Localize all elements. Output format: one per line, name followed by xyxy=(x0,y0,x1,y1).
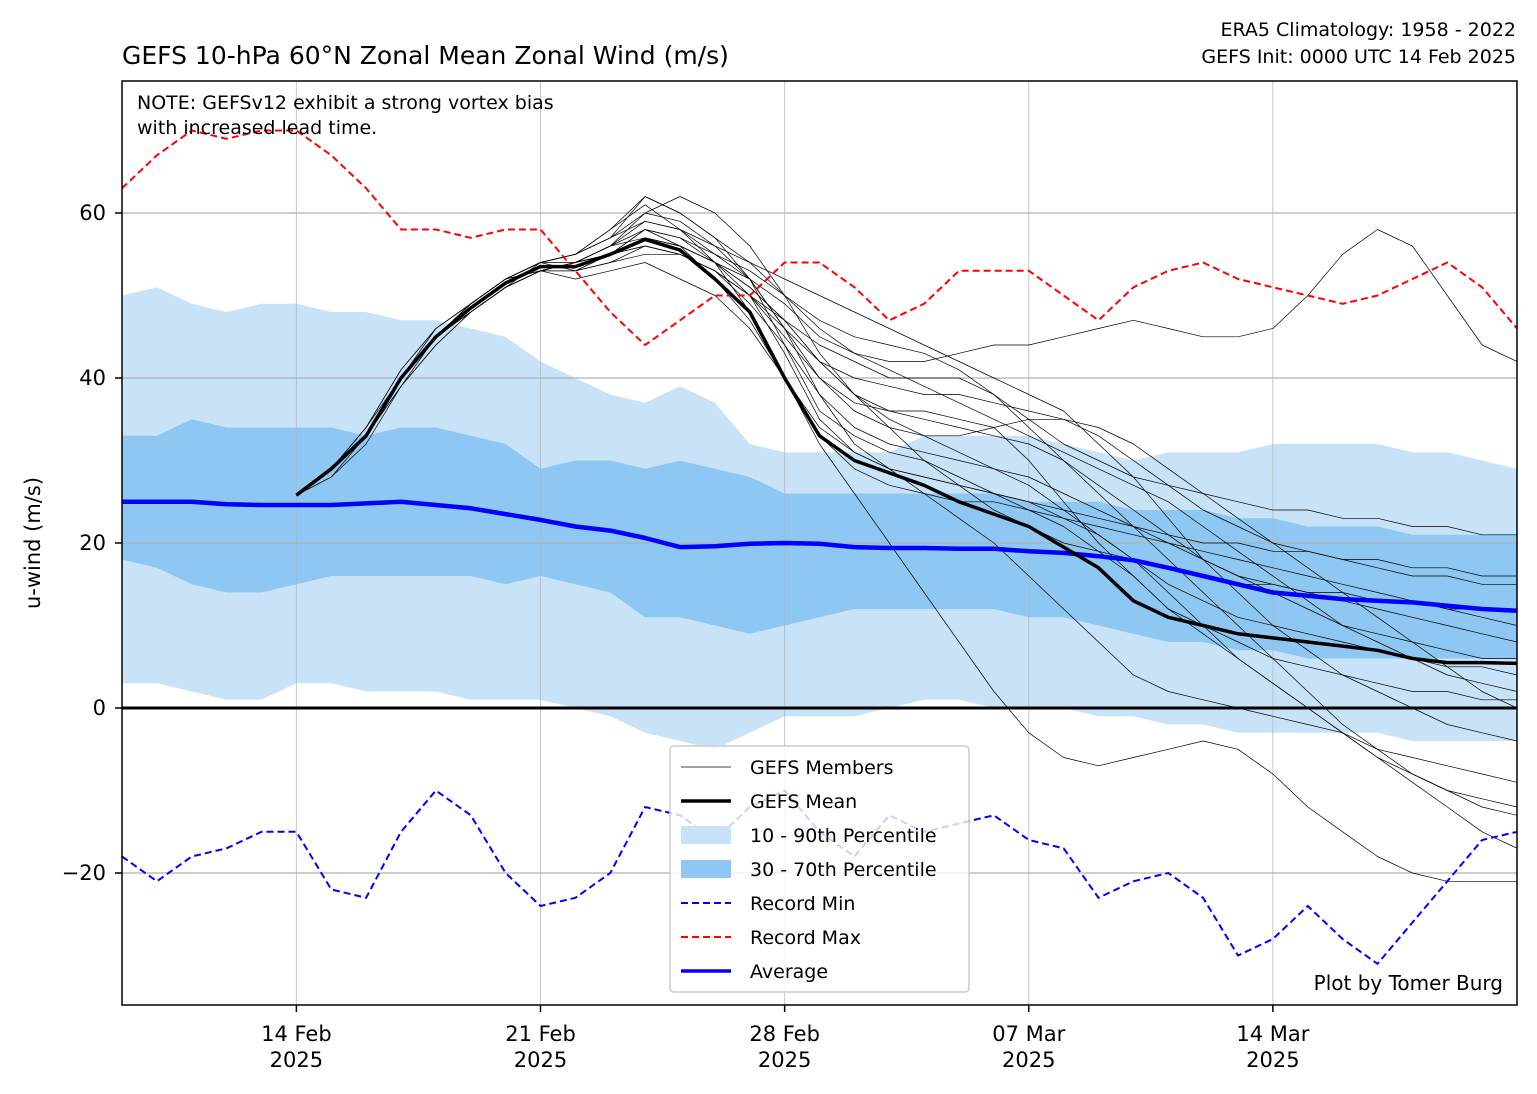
legend-label: GEFS Members xyxy=(750,757,893,779)
x-tick-label: 14 Feb xyxy=(261,1022,332,1046)
gefs-member-line-17 xyxy=(296,196,1517,808)
record-max-path xyxy=(122,129,1517,347)
x-tick-year-label: 2025 xyxy=(1002,1048,1055,1072)
x-tick-year-label: 2025 xyxy=(514,1048,567,1072)
gefs-members xyxy=(296,196,1517,882)
legend-label: Record Min xyxy=(750,893,855,915)
y-axis-label: u-wind (m/s) xyxy=(21,477,45,609)
percentile-30-70-area xyxy=(122,419,1517,659)
legend-item-10-90th-percentile: 10 - 90th Percentile xyxy=(681,825,937,847)
record-max-line xyxy=(122,129,1517,347)
legend-swatch xyxy=(681,860,731,878)
legend-item-gefs-members: GEFS Members xyxy=(681,757,893,779)
legend-item-record-min: Record Min xyxy=(681,893,855,915)
average-path xyxy=(122,499,1517,613)
plot-area xyxy=(122,81,1517,1005)
chart-subtitle-init: GEFS Init: 0000 UTC 14 Feb 2025 xyxy=(1201,46,1516,68)
y-tick-label: 40 xyxy=(79,366,106,390)
x-tick-label: 28 Feb xyxy=(749,1022,820,1046)
gefs-mean-path xyxy=(295,237,1517,666)
legend-box xyxy=(669,745,970,993)
chart-title: GEFS 10-hPa 60°N Zonal Mean Zonal Wind (… xyxy=(122,41,729,70)
percentile-30-70-band xyxy=(122,419,1517,659)
x-tick-year-label: 2025 xyxy=(270,1048,323,1072)
legend-label: GEFS Mean xyxy=(750,791,857,813)
x-tick-year-label: 2025 xyxy=(758,1048,811,1072)
legend-item-average: Average xyxy=(681,961,828,983)
y-tick-label: 0 xyxy=(93,696,106,720)
x-tick-label: 21 Feb xyxy=(505,1022,576,1046)
x-tick-year-label: 2025 xyxy=(1246,1048,1299,1072)
legend-item-30-70th-percentile: 30 - 70th Percentile xyxy=(681,859,937,881)
gefs-mean-line xyxy=(295,237,1517,666)
y-tick-label: −20 xyxy=(62,861,106,885)
x-tick-label: 14 Mar xyxy=(1236,1022,1309,1046)
y-tick-label: 20 xyxy=(79,531,106,555)
x-tick-label: 07 Mar xyxy=(992,1022,1065,1046)
gefs-member-line-18 xyxy=(296,245,1517,643)
credit-text: Plot by Tomer Burg xyxy=(1314,971,1503,995)
legend-label: 10 - 90th Percentile xyxy=(750,825,937,847)
legend-swatch xyxy=(681,826,731,844)
y-tick-label: 60 xyxy=(79,201,106,225)
legend: GEFS Members GEFS Mean 10 - 90th Percentil… xyxy=(669,745,970,993)
legend-label: 30 - 70th Percentile xyxy=(750,859,937,881)
average-line xyxy=(122,499,1517,613)
legend-item-record-max: Record Max xyxy=(681,927,861,949)
legend-item-gefs-mean: GEFS Mean xyxy=(681,791,857,813)
chart-subtitle-climatology: ERA5 Climatology: 1958 - 2022 xyxy=(1220,19,1516,41)
y-axis-ticks: −20 0 20 40 60 xyxy=(62,201,122,885)
note-line-2: with increased lead time. xyxy=(137,117,377,139)
legend-label: Average xyxy=(750,961,828,983)
legend-label: Record Max xyxy=(750,927,861,949)
note-line-1: NOTE: GEFSv12 exhibit a strong vortex bi… xyxy=(137,92,554,114)
